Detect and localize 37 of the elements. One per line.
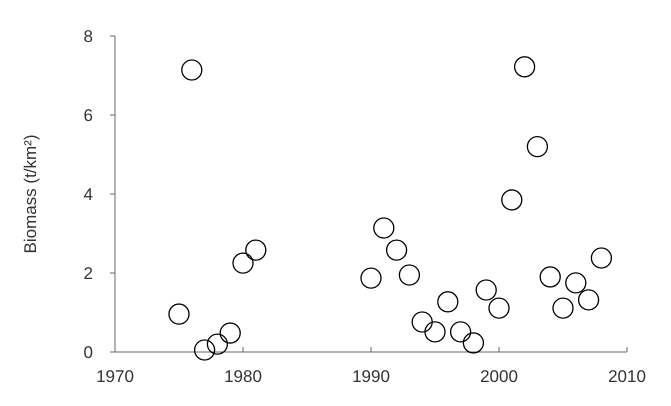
point — [552, 298, 574, 319]
point — [398, 264, 420, 286]
point — [424, 321, 446, 343]
point — [373, 217, 394, 239]
point — [168, 303, 190, 325]
point — [565, 272, 586, 294]
point — [501, 189, 522, 211]
point — [540, 266, 561, 288]
point — [514, 56, 536, 78]
point — [412, 311, 433, 333]
x-tick-label: 1970 — [96, 367, 134, 386]
x-tick-label: 1980 — [224, 367, 262, 386]
point — [476, 279, 497, 301]
x-tick-label: 1990 — [352, 367, 390, 386]
point — [450, 321, 472, 343]
point — [232, 252, 254, 274]
y-tick-label: 2 — [84, 264, 93, 283]
x-tick-label: 2010 — [608, 367, 646, 386]
point — [488, 298, 510, 319]
point — [437, 291, 458, 312]
point — [181, 59, 202, 81]
point — [194, 339, 216, 361]
y-tick-label: 6 — [84, 106, 93, 125]
point — [526, 136, 548, 158]
point — [245, 239, 266, 261]
point — [206, 333, 228, 355]
point — [578, 289, 600, 311]
y-tick-label: 0 — [84, 342, 93, 362]
point — [590, 247, 612, 269]
point — [462, 332, 484, 354]
point — [360, 267, 382, 289]
y-tick-label: 4 — [84, 184, 93, 204]
point — [386, 239, 408, 261]
y-tick-label: 8 — [84, 26, 93, 46]
y-axis-title: Biomass (t/km²) — [21, 134, 40, 254]
x-tick-label: 2000 — [480, 367, 518, 386]
point — [220, 322, 241, 344]
